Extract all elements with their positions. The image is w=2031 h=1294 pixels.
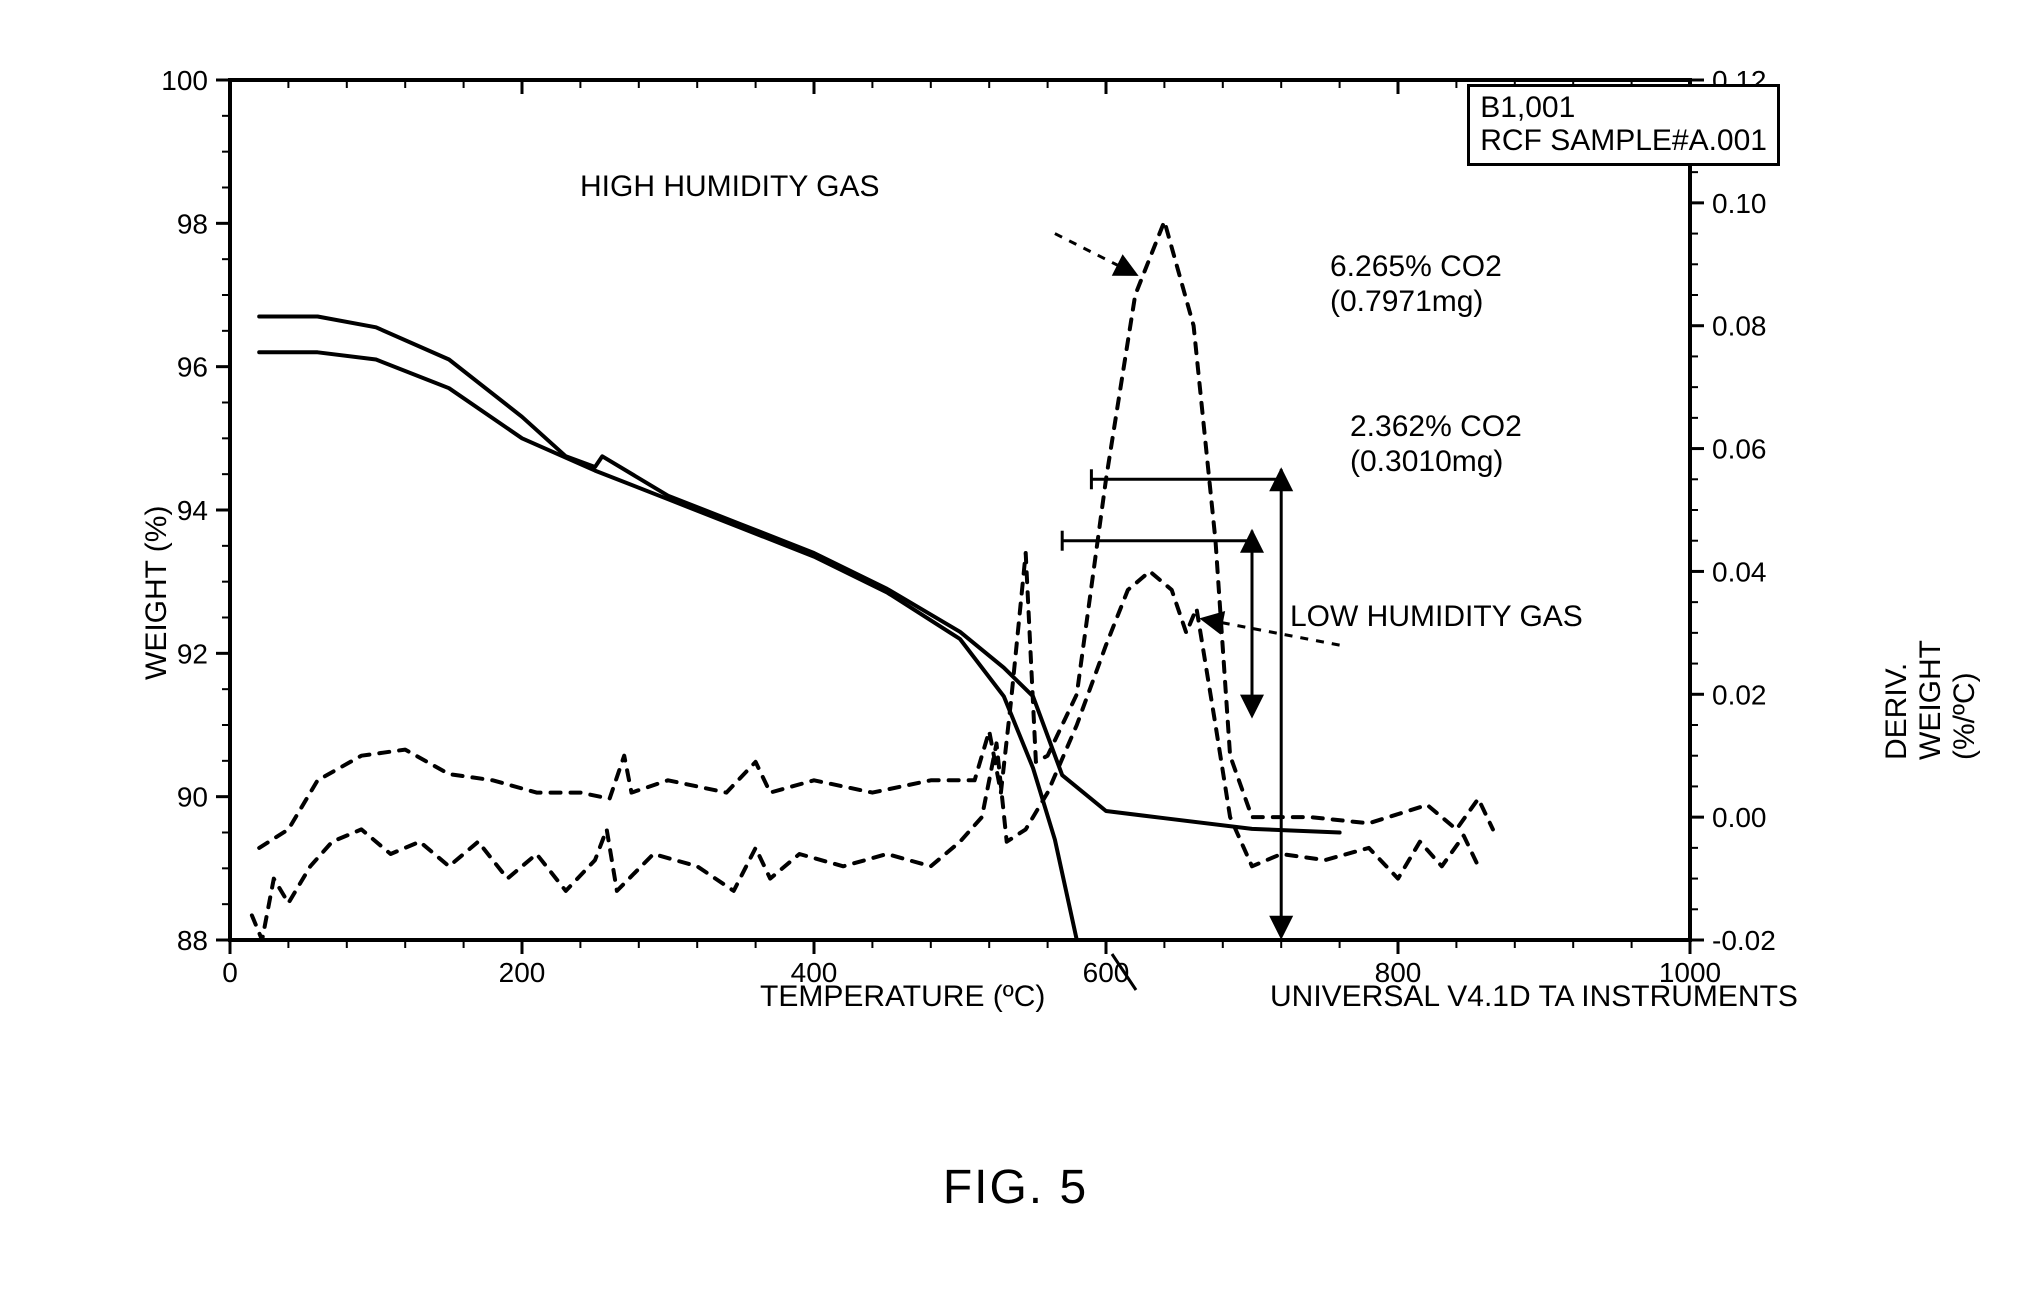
svg-text:0: 0 bbox=[222, 957, 238, 988]
co2-high-annotation: 6.265% CO2 (0.7971mg) bbox=[1330, 250, 1502, 319]
co2-high-line1: 6.265% CO2 bbox=[1330, 250, 1502, 285]
co2-low-line2: (0.3010mg) bbox=[1350, 445, 1522, 480]
svg-text:0.04: 0.04 bbox=[1712, 556, 1767, 587]
svg-text:94: 94 bbox=[177, 495, 208, 526]
legend-line-1: B1,001 bbox=[1480, 91, 1767, 124]
co2-high-line2: (0.7971mg) bbox=[1330, 285, 1502, 320]
svg-text:600: 600 bbox=[1083, 957, 1130, 988]
svg-text:0.10: 0.10 bbox=[1712, 188, 1767, 219]
low-humidity-label: LOW HUMIDITY GAS bbox=[1290, 600, 1583, 635]
svg-text:200: 200 bbox=[499, 957, 546, 988]
y-left-axis-label: WEIGHT (%) bbox=[140, 506, 174, 680]
figure-caption: FIG. 5 bbox=[0, 1160, 2031, 1215]
svg-text:-0.02: -0.02 bbox=[1712, 925, 1776, 956]
svg-text:0.00: 0.00 bbox=[1712, 802, 1767, 833]
y-right-axis-label: DERIV. WEIGHT (%/ºC) bbox=[1880, 641, 1982, 760]
svg-text:0.06: 0.06 bbox=[1712, 434, 1767, 465]
svg-text:88: 88 bbox=[177, 925, 208, 956]
svg-text:98: 98 bbox=[177, 208, 208, 239]
svg-text:90: 90 bbox=[177, 782, 208, 813]
svg-text:96: 96 bbox=[177, 352, 208, 383]
figure-page: 02004006008001000889092949698100-0.020.0… bbox=[0, 0, 2031, 1294]
co2-low-annotation: 2.362% CO2 (0.3010mg) bbox=[1350, 410, 1522, 479]
x-axis-label: TEMPERATURE (ºC) bbox=[760, 980, 1045, 1014]
svg-text:100: 100 bbox=[161, 65, 208, 96]
chart-svg: 02004006008001000889092949698100-0.020.0… bbox=[120, 60, 1910, 1060]
svg-text:92: 92 bbox=[177, 638, 208, 669]
sample-legend-box: B1,001 RCF SAMPLE#A.001 bbox=[1467, 84, 1780, 166]
instrument-credit: UNIVERSAL V4.1D TA INSTRUMENTS bbox=[1270, 980, 1798, 1015]
co2-low-line1: 2.362% CO2 bbox=[1350, 410, 1522, 445]
high-humidity-label: HIGH HUMIDITY GAS bbox=[580, 170, 879, 205]
svg-text:0.02: 0.02 bbox=[1712, 679, 1767, 710]
svg-text:0.08: 0.08 bbox=[1712, 311, 1767, 342]
chart-container: 02004006008001000889092949698100-0.020.0… bbox=[120, 60, 1910, 1060]
legend-line-2: RCF SAMPLE#A.001 bbox=[1480, 124, 1767, 157]
